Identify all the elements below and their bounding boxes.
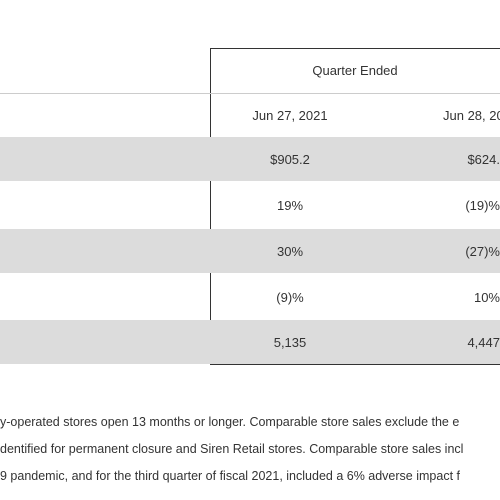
cell: 19% — [276, 197, 304, 213]
table-row: 5,135 4,447 — [0, 320, 500, 364]
header-row: Jun 27, 2021 Jun 28, 20 — [0, 94, 500, 137]
border — [210, 48, 211, 364]
cell: (19)% — [465, 197, 500, 213]
border — [210, 364, 500, 365]
cell: 4,447 — [467, 334, 500, 350]
cell: 10% — [473, 289, 500, 305]
table-row: 19% (19)% — [0, 183, 500, 227]
footnote-line: y-operated stores open 13 months or long… — [0, 415, 460, 429]
cell: $905.2 — [270, 151, 310, 167]
border — [210, 48, 500, 49]
cell: (9)% — [276, 289, 304, 305]
group-header: Quarter Ended — [312, 63, 398, 78]
cell: (27)% — [465, 243, 500, 259]
cell: 30% — [276, 243, 304, 259]
border — [0, 93, 500, 94]
cell: 5,135 — [273, 334, 307, 350]
column-header: Jun 27, 2021 — [252, 108, 328, 123]
cell: $624. — [467, 151, 500, 167]
table-row: (9)% 10% — [0, 275, 500, 319]
table-row: $905.2 $624. — [0, 137, 500, 181]
column-header: Jun 28, 20 — [443, 108, 500, 123]
table-row: 30% (27)% — [0, 229, 500, 273]
footnote-line: dentified for permanent closure and Sire… — [0, 442, 464, 456]
footnote-line: 9 pandemic, and for the third quarter of… — [0, 469, 460, 483]
